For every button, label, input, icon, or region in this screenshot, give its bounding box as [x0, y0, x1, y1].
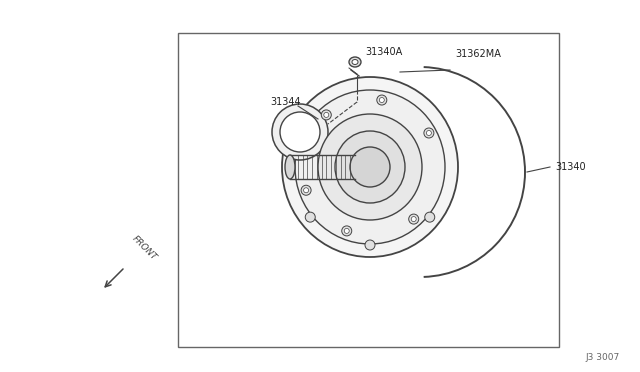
Text: 31362MA: 31362MA: [455, 49, 501, 59]
Ellipse shape: [282, 77, 458, 257]
Ellipse shape: [365, 240, 375, 250]
Ellipse shape: [335, 131, 405, 203]
Text: 31340A: 31340A: [365, 47, 403, 57]
Ellipse shape: [318, 114, 422, 220]
Ellipse shape: [324, 112, 329, 118]
Bar: [178, 33, 559, 347]
Ellipse shape: [301, 185, 311, 195]
Ellipse shape: [349, 57, 361, 67]
Ellipse shape: [280, 112, 320, 152]
Ellipse shape: [377, 95, 387, 105]
Ellipse shape: [352, 60, 358, 64]
Ellipse shape: [409, 214, 419, 224]
Ellipse shape: [412, 217, 416, 222]
Text: J3 3007: J3 3007: [586, 353, 620, 362]
Ellipse shape: [285, 155, 295, 179]
Text: 31340: 31340: [555, 162, 586, 172]
Ellipse shape: [426, 131, 431, 135]
Ellipse shape: [425, 212, 435, 222]
Ellipse shape: [344, 228, 349, 233]
Ellipse shape: [321, 110, 332, 120]
Ellipse shape: [342, 226, 352, 236]
Ellipse shape: [305, 212, 316, 222]
Text: FRONT: FRONT: [130, 234, 158, 262]
Ellipse shape: [350, 147, 390, 187]
Ellipse shape: [380, 97, 384, 103]
Text: 31344: 31344: [270, 97, 301, 107]
Ellipse shape: [295, 90, 445, 244]
Ellipse shape: [424, 128, 434, 138]
Ellipse shape: [272, 104, 328, 160]
Ellipse shape: [303, 188, 308, 193]
